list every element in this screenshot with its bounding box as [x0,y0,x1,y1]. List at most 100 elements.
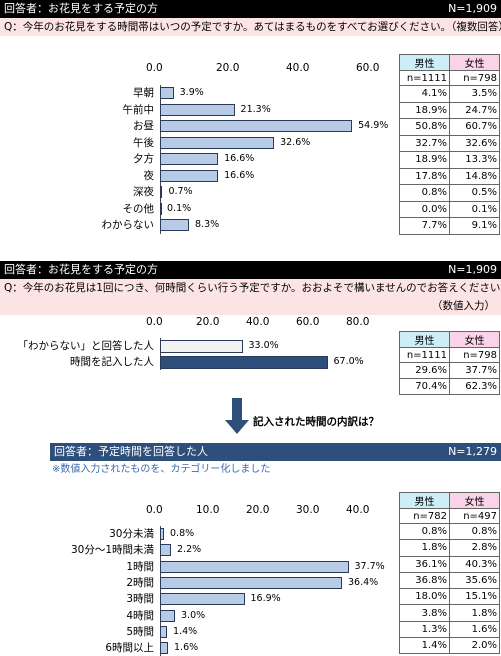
male-value: 18.0% [399,588,450,606]
table-row: 18.9% 13.3% [399,151,500,169]
section3-respondent: 回答者：予定時間を回答した人 [54,445,208,458]
bar [160,560,349,573]
section1-n: N=1,909 [448,2,497,15]
male-n: n=1111 [399,70,450,86]
female-value: 3.5% [449,85,500,103]
male-header: 男性 [399,54,450,71]
data-label: 21.3% [240,103,271,115]
bar [160,609,175,622]
bar [160,202,162,215]
data-label: 36.4% [348,577,379,589]
table-row: 7.7% 9.1% [399,217,500,235]
category-label: 夜 [143,169,155,182]
male-value: 29.6% [399,362,450,379]
male-value: 3.8% [399,604,450,622]
category-label: わからない [101,219,155,232]
female-n: n=798 [449,70,500,86]
category-label: お昼 [133,120,154,133]
section2-question-note: （数値入力） [432,300,495,312]
table-row: 男性 女性 [399,54,500,71]
data-label: 0.7% [168,186,193,198]
table-row: 70.4% 62.3% [399,378,500,395]
section2-question-box: Q：今年のお花見は1回につき、何時間くらい行う予定ですか。おおよそで構いませんの… [0,279,501,315]
data-label: 8.3% [195,219,220,231]
female-n: n=798 [449,347,500,363]
x-tick-label: 0.0 [146,316,163,328]
table-row: 3.8% 1.8% [399,604,500,622]
data-label: 37.7% [354,560,385,572]
table-row: n=1111 n=798 [399,347,500,363]
section1-question: Q：今年のお花見をする時間帯はいつの予定ですか。あてはまるものをすべてお選びくだ… [4,21,501,33]
female-value: 0.1% [449,200,500,218]
table-row: 1.3% 1.6% [399,620,500,639]
female-value: 0.8% [449,522,500,541]
section1-respondent: 回答者：お花見をする予定の方 [4,2,158,15]
bar [160,528,164,541]
data-label: 33.0% [248,340,279,351]
category-label: 午前中 [122,103,155,116]
category-label: 5時間 [126,625,154,638]
table-row: 32.7% 32.6% [399,134,500,152]
female-value: 13.3% [449,151,500,169]
category-label: 2時間 [126,577,154,590]
data-label: 54.9% [358,120,389,132]
male-value: 0.8% [399,184,450,202]
section2-question: Q：今年のお花見は1回につき、何時間くらい行う予定ですか。おおよそで構いませんの… [4,282,501,294]
male-n: n=1111 [399,347,450,363]
category-label: 早朝 [133,87,154,100]
section1-question-box: Q：今年のお花見をする時間帯はいつの予定ですか。あてはまるものをすべてお選びくだ… [0,18,501,36]
bar [160,103,235,116]
category-label: 30分～1時間未満 [70,544,154,557]
table-row: 50.8% 60.7% [399,118,500,136]
bar [160,593,245,606]
male-header: 男性 [399,331,450,348]
x-tick-label: 60.0 [356,62,380,74]
table-row: 男性 女性 [399,492,500,509]
table-row: 4.1% 3.5% [399,85,500,103]
bar [160,577,342,590]
male-value: 32.7% [399,134,450,152]
male-value: 17.8% [399,167,450,185]
table-row: 18.9% 24.7% [399,101,500,119]
table-row: 0.8% 0.8% [399,522,500,541]
female-value: 60.7% [449,118,500,136]
category-label: 4時間 [126,609,154,622]
female-value: 14.8% [449,167,500,185]
category-label: 3時間 [126,593,154,606]
data-label: 16.9% [250,593,281,605]
data-label: 1.4% [173,625,198,637]
table-row: 29.6% 37.7% [399,362,500,379]
down-arrow-icon [225,420,249,434]
section3-n: N=1,279 [448,445,497,458]
data-label: 0.1% [167,202,192,214]
category-label: 30分未満 [109,528,154,541]
category-label: その他 [122,202,155,215]
bar [160,642,168,655]
female-value: 15.1% [449,588,500,606]
y-axis-line [160,526,161,656]
table-row: n=782 n=497 [399,508,500,524]
female-value: 9.1% [449,217,500,235]
bar [160,153,219,166]
table-row: 36.8% 35.6% [399,571,500,590]
female-header: 女性 [449,54,500,71]
male-value: 18.9% [399,151,450,169]
male-value: 4.1% [399,85,450,103]
bar [160,355,328,369]
data-label: 3.0% [181,609,206,621]
bar [160,120,353,133]
female-n: n=497 [449,508,500,524]
data-label: 0.8% [170,528,195,540]
female-value: 40.3% [449,555,500,573]
category-label: 夕方 [133,153,154,166]
bar [160,339,243,353]
table-row: 1.8% 2.8% [399,539,500,557]
data-label: 67.0% [333,356,364,367]
table-row: 17.8% 14.8% [399,167,500,185]
female-value: 2.0% [449,637,500,655]
male-header: 男性 [399,492,450,509]
male-value: 18.9% [399,101,450,119]
male-value: 1.8% [399,539,450,557]
male-value: 1.4% [399,637,450,655]
female-value: 1.6% [449,620,500,639]
